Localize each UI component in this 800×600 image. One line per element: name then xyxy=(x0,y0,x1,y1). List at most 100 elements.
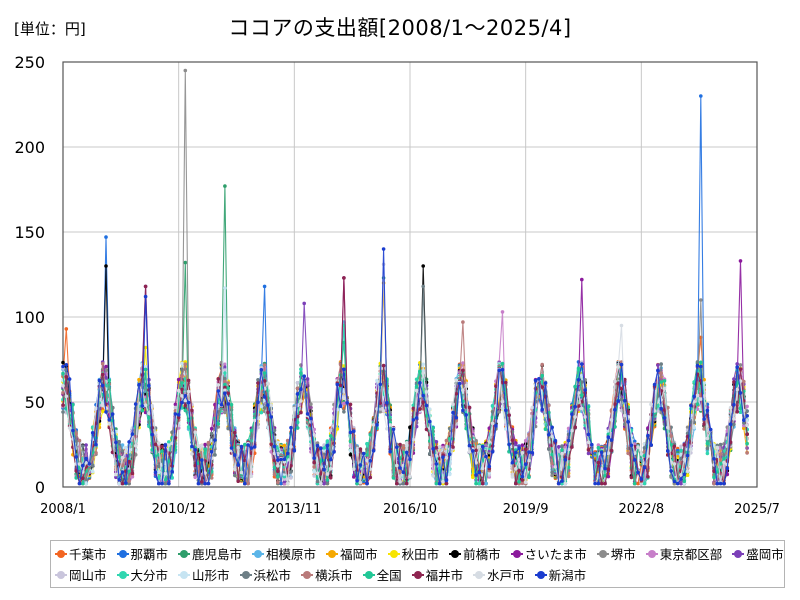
data-point xyxy=(328,466,333,471)
data-point xyxy=(626,451,630,456)
data-point xyxy=(219,402,224,407)
legend-label: 全国 xyxy=(376,568,402,583)
data-point xyxy=(434,440,439,444)
series-line xyxy=(62,277,748,485)
data-point xyxy=(332,450,336,454)
data-point xyxy=(560,451,564,456)
data-point xyxy=(180,361,184,366)
data-point xyxy=(173,412,178,416)
data-point xyxy=(401,470,406,475)
data-point xyxy=(418,381,422,385)
data-point xyxy=(441,455,445,460)
data-point xyxy=(428,451,432,456)
legend-marker-icon xyxy=(178,570,191,580)
data-point xyxy=(74,439,78,443)
data-point xyxy=(276,469,280,474)
data-point xyxy=(299,387,303,392)
data-point xyxy=(100,403,105,408)
data-point xyxy=(289,464,293,468)
data-point xyxy=(140,408,145,413)
data-point xyxy=(679,473,683,477)
data-point xyxy=(67,377,72,381)
data-point xyxy=(421,264,426,268)
data-point xyxy=(305,377,310,381)
data-point xyxy=(434,481,439,486)
data-point xyxy=(196,452,201,457)
data-point xyxy=(722,460,726,465)
data-point xyxy=(550,452,554,457)
data-point xyxy=(163,477,168,482)
y-tick-label: 0 xyxy=(35,478,45,497)
data-point xyxy=(229,402,234,407)
data-point xyxy=(252,418,257,423)
data-point xyxy=(474,448,478,453)
data-point xyxy=(71,402,75,407)
data-point xyxy=(289,476,293,480)
data-point xyxy=(540,407,544,412)
data-point xyxy=(295,426,300,430)
data-point xyxy=(262,379,267,383)
data-point xyxy=(732,402,736,407)
data-point xyxy=(408,457,412,462)
data-point xyxy=(338,404,343,409)
data-point xyxy=(675,481,680,486)
data-point xyxy=(213,453,217,457)
data-point xyxy=(137,382,141,387)
legend-item: 東京都区部 xyxy=(645,544,722,563)
data-point xyxy=(520,481,525,486)
data-point xyxy=(646,475,650,479)
data-point xyxy=(167,459,171,463)
data-point xyxy=(269,442,274,447)
data-point xyxy=(573,425,577,430)
data-point xyxy=(395,463,399,468)
data-point xyxy=(272,428,277,433)
legend-item: 山形市 xyxy=(178,565,230,584)
data-point xyxy=(646,454,650,458)
data-point xyxy=(560,479,564,483)
data-point xyxy=(120,443,125,447)
data-point xyxy=(745,414,749,418)
data-point xyxy=(662,379,667,383)
data-point xyxy=(127,440,131,444)
data-point xyxy=(404,450,409,455)
data-point xyxy=(619,397,624,402)
data-point xyxy=(299,367,303,372)
data-point xyxy=(451,445,455,449)
data-point xyxy=(586,432,591,437)
data-point xyxy=(632,481,637,486)
series-points xyxy=(61,247,749,486)
legend-label: 大分市 xyxy=(130,568,169,583)
data-point xyxy=(266,381,270,386)
data-point xyxy=(84,481,88,486)
data-point xyxy=(315,443,320,448)
data-point xyxy=(315,441,320,445)
data-point xyxy=(127,481,131,486)
data-point xyxy=(223,379,227,384)
data-point xyxy=(167,440,171,444)
data-point xyxy=(365,481,369,486)
data-point xyxy=(124,457,128,462)
data-point xyxy=(143,410,148,415)
legend-marker-icon xyxy=(326,549,339,559)
data-point xyxy=(381,247,386,251)
data-point xyxy=(299,399,303,403)
data-point xyxy=(100,372,105,377)
data-point xyxy=(223,368,227,372)
data-point xyxy=(745,451,749,455)
data-point xyxy=(176,413,181,417)
data-point xyxy=(484,481,488,486)
data-point xyxy=(725,466,730,471)
data-point xyxy=(428,407,432,412)
data-point xyxy=(157,441,161,446)
data-point xyxy=(738,410,743,415)
legend: 千葉市 那覇市 鹿児島市 相模原市 福岡市 秋田市 前橋市 さいたま市 堺市 東京都区部 盛岡市 岡山… xyxy=(50,540,785,588)
legend-label: 鹿児島市 xyxy=(192,547,243,562)
data-point xyxy=(153,431,158,435)
data-point xyxy=(437,445,442,449)
data-point xyxy=(285,451,290,456)
data-point xyxy=(712,481,716,486)
data-point xyxy=(120,470,125,474)
data-point xyxy=(685,425,690,430)
data-point xyxy=(319,446,323,451)
data-point xyxy=(163,471,168,476)
